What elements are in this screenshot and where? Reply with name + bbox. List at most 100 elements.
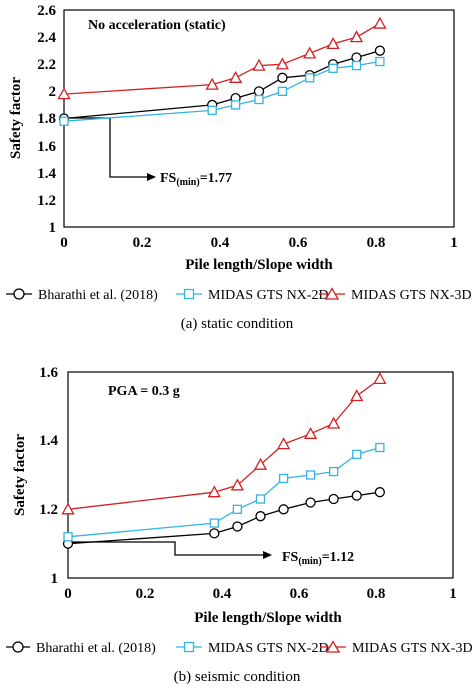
x-tick-labels-seismic: 0 0.2 0.4 0.6 0.8 1: [64, 586, 457, 602]
y-tick-labels-seismic: 1 1.2 1.4 1.6: [39, 365, 58, 587]
legend-triangle-marker: [324, 287, 340, 300]
x-tick-label: 0.2: [133, 235, 152, 251]
y-tick-labels-static: 1 1.2 1.4 1.6 1.8 2 2.2 2.4 2.6: [37, 3, 56, 236]
y-tick-label: 2.2: [37, 57, 56, 73]
data-point-gts2d: [278, 473, 289, 484]
legend-label-gts2d: MIDAS GTS NX-2D: [208, 641, 329, 656]
fs-min-value: =1.12: [322, 550, 354, 565]
fs-min-subscript: (min): [298, 556, 321, 567]
x-tick-label: 0.4: [211, 235, 230, 251]
data-point-gts2d: [305, 73, 315, 83]
caption-static: (a) static condition: [181, 316, 294, 332]
data-point-gts2d: [255, 494, 266, 504]
data-point-gts3d: [275, 57, 289, 70]
data-point-bharathi: [351, 490, 362, 501]
legend-triangle-marker: [325, 640, 341, 653]
data-point-bharathi: [328, 493, 339, 505]
data-point-gts3d: [57, 87, 71, 100]
legend-static: Bharathi et al. (2018) MIDAS GTS NX-2D M…: [6, 287, 472, 303]
data-point-gts2d: [59, 116, 69, 126]
fs-min-arrowhead-static: [147, 173, 156, 181]
x-tick-label: 0.8: [367, 586, 386, 602]
data-point-bharathi: [232, 521, 243, 532]
legend-label-bharathi: Bharathi et al. (2018): [36, 641, 156, 656]
data-point-gts3d: [303, 426, 318, 439]
x-tick-label: 0.6: [289, 235, 308, 251]
legend-label-gts2d: MIDAS GTS NX-2D: [208, 288, 329, 303]
data-point-gts2d: [375, 442, 385, 453]
y-tick-label: 1.4: [39, 433, 58, 449]
data-point-gts3d: [373, 372, 387, 385]
data-point-bharathi: [305, 497, 316, 508]
data-point-gts2d: [351, 60, 362, 71]
data-point-gts2d: [207, 105, 217, 116]
data-point-bharathi: [255, 511, 266, 522]
legend-label-bharathi: Bharathi et al. (2018): [38, 288, 158, 303]
data-point-gts3d: [303, 46, 317, 59]
x-tick-label: 0: [60, 235, 68, 251]
data-point-gts2d: [232, 504, 243, 514]
data-point-bharathi: [351, 52, 362, 63]
legend-square-marker: [183, 641, 195, 653]
fs-min-fs: FS: [282, 550, 299, 565]
plot-area-static: [63, 9, 455, 228]
data-point-bharathi: [277, 72, 288, 83]
x-tick-label: 0.6: [290, 586, 309, 602]
fs-min-arrow-seismic: [68, 541, 264, 556]
legend-circle-marker: [13, 288, 25, 300]
y-axis-label-static: Safety factor: [8, 77, 24, 159]
legend-label-gts3d: MIDAS GTS NX-3D: [352, 641, 473, 656]
series-seismic: [61, 372, 387, 549]
x-tick-label: 1: [450, 235, 458, 251]
data-point-gts2d: [328, 63, 338, 73]
x-tick-label: 0: [64, 586, 72, 602]
caption-seismic: (b) seismic condition: [174, 669, 301, 685]
y-tick-label: 1.4: [37, 166, 56, 182]
legend-square-marker: [183, 288, 195, 300]
chart-seismic: 1 1.2 1.4 1.6 0 0.2 0.4 0.6 0.8 1 Pile l…: [6, 365, 473, 685]
data-point-gts3d: [230, 478, 244, 491]
data-point-bharathi: [374, 45, 386, 56]
data-point-gts3d: [350, 389, 364, 402]
fs-min-label-seismic: FS(min)=1.12: [282, 550, 354, 567]
data-point-gts3d: [373, 16, 387, 29]
legend-label-gts3d: MIDAS GTS NX-3D: [351, 288, 472, 303]
legend-seismic: Bharathi et al. (2018) MIDAS GTS NX-2D M…: [6, 640, 473, 656]
data-point-gts2d: [352, 449, 362, 460]
data-point-gts3d: [253, 457, 268, 470]
data-point-gts2d: [277, 86, 288, 97]
data-point-gts2d: [63, 532, 73, 542]
y-tick-label: 1: [51, 571, 59, 587]
data-point-gts2d: [375, 56, 385, 67]
x-tick-labels-static: 0 0.2 0.4 0.6 0.8 1: [60, 235, 458, 251]
y-tick-label: 1.2: [39, 502, 58, 518]
y-tick-label: 1.2: [37, 193, 56, 209]
data-point-gts3d: [327, 416, 341, 429]
fs-min-fs: FS: [160, 171, 177, 186]
data-point-bharathi: [253, 86, 265, 97]
y-tick-label: 2.4: [37, 30, 56, 46]
y-axis-label-seismic: Safety factor: [12, 434, 28, 516]
fs-min-subscript: (min): [176, 177, 199, 188]
data-point-gts2d: [230, 100, 241, 110]
y-tick-label: 1.6: [37, 139, 56, 155]
series-static: [57, 16, 387, 126]
annotation-seismic: PGA = 0.3 g: [108, 384, 180, 399]
x-tick-label: 0.2: [136, 586, 155, 602]
legend-circle-marker: [12, 641, 24, 653]
y-tick-label: 2: [49, 84, 57, 100]
fs-min-arrowhead-seismic: [263, 551, 272, 559]
data-point-bharathi: [278, 504, 289, 515]
x-axis-label-seismic: Pile length/Slope width: [194, 610, 342, 626]
data-point-gts2d: [254, 94, 264, 105]
data-point-gts3d: [61, 502, 75, 515]
y-tick-label: 1.6: [39, 365, 58, 381]
y-tick-label: 1: [49, 220, 57, 236]
data-point-gts2d: [209, 518, 219, 528]
data-point-bharathi: [209, 528, 220, 539]
x-axis-label-static: Pile length/Slope width: [185, 257, 333, 273]
fs-min-value: =1.77: [200, 171, 232, 186]
chart-static: 1 1.2 1.4 1.6 1.8 2 2.2 2.4 2.6 0 0.2 0.…: [6, 3, 472, 332]
y-tick-label: 1.8: [37, 111, 56, 127]
